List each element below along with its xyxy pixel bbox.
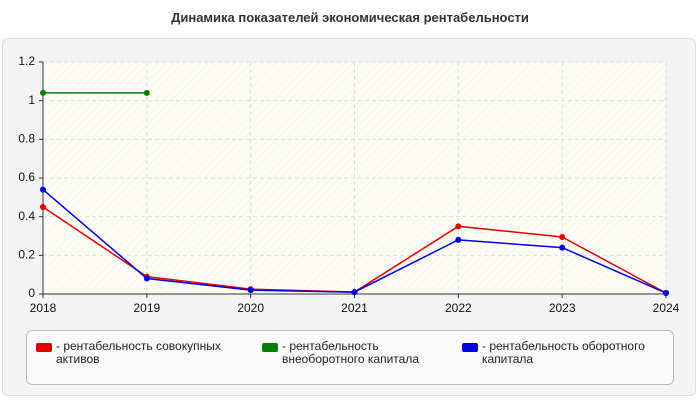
data-point [143, 89, 150, 96]
y-tick-label: 0.6 [18, 170, 35, 184]
y-tick-label: 1.2 [18, 54, 35, 68]
x-tick-label: 2024 [653, 301, 680, 315]
legend-item: - рентабельность внеоборотного капитала [262, 340, 432, 366]
legend-label: - рентабельность внеоборотного капитала [282, 339, 419, 366]
data-point [559, 244, 566, 251]
legend-swatch [262, 343, 278, 352]
y-tick-label: 1 [28, 93, 35, 107]
legend-swatch [36, 343, 52, 352]
x-tick-label: 2023 [549, 301, 576, 315]
y-tick-label: 0.2 [18, 248, 35, 262]
x-tick-label: 2021 [341, 301, 368, 315]
legend-swatch [462, 343, 478, 352]
legend-label: - рентабельность оборотного капитала [482, 339, 645, 366]
data-point [40, 204, 46, 210]
y-tick-label: 0.4 [18, 209, 35, 223]
x-tick-label: 2022 [445, 301, 472, 315]
data-point [40, 186, 46, 193]
y-tick-label: 0.8 [18, 132, 35, 146]
legend-item: - рентабельность совокупных активов [36, 340, 236, 366]
x-tick-label: 2020 [237, 301, 264, 315]
data-point [40, 89, 46, 96]
data-point [455, 223, 462, 230]
x-tick-label: 2019 [133, 301, 160, 315]
y-tick-label: 0 [28, 286, 35, 300]
data-point [663, 290, 669, 297]
x-tick-label: 2018 [30, 301, 57, 315]
legend: - рентабельность совокупных активов - рен… [26, 330, 674, 385]
data-point [455, 236, 462, 243]
legend-item: - рентабельность оборотного капитала [462, 340, 662, 366]
chart-title: Динамика показателей экономическая рента… [171, 10, 529, 25]
data-point [247, 287, 254, 294]
data-point [143, 275, 150, 282]
data-point [351, 289, 358, 296]
data-point [559, 233, 566, 240]
legend-label: - рентабельность совокупных активов [56, 339, 221, 366]
